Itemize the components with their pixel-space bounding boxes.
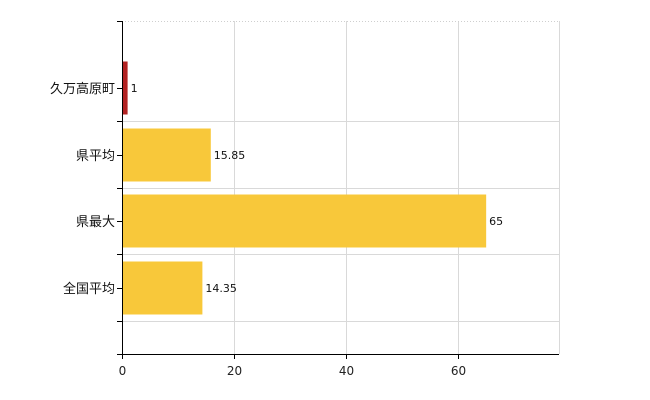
- bar-1: [122, 61, 128, 115]
- category-label: 県最大: [76, 215, 115, 230]
- category-label: 県平均: [76, 149, 115, 164]
- bar-2: [122, 128, 211, 182]
- value-label: 65: [489, 215, 503, 228]
- x-tick-label: 60: [451, 364, 466, 378]
- category-label: 久万高原町: [50, 81, 115, 97]
- axes: [117, 21, 559, 359]
- value-label: 14.35: [205, 282, 237, 295]
- value-label: 1: [131, 82, 138, 95]
- bar-3: [122, 194, 487, 248]
- bar-4: [122, 261, 203, 315]
- category-label: 全国平均: [63, 281, 115, 297]
- x-tick-label: 20: [227, 364, 242, 378]
- bars: [122, 61, 487, 315]
- x-tick-label: 40: [339, 364, 354, 378]
- value-label: 15.85: [214, 149, 246, 162]
- x-tick-label: 0: [119, 364, 127, 378]
- grid: [122, 21, 560, 354]
